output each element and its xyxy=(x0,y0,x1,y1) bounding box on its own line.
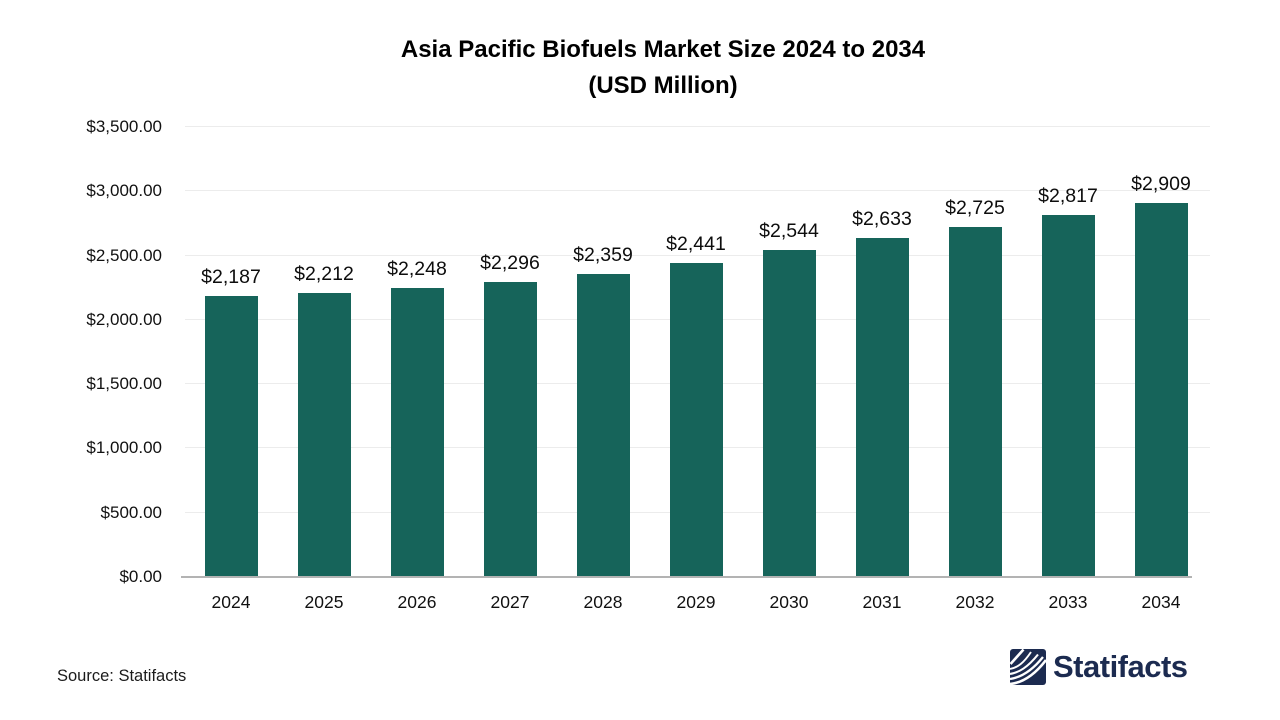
y-tick-label: $0.00 xyxy=(119,567,162,586)
bar-2029 xyxy=(669,263,723,577)
x-tick-label-2024: 2024 xyxy=(211,592,251,612)
bar-value-label-2025: $2,212 xyxy=(294,262,354,285)
x-tick-label-2028: 2028 xyxy=(583,592,623,612)
x-tick-label-2025: 2025 xyxy=(304,592,344,612)
bar-2033 xyxy=(1041,214,1095,577)
y-axis: $0.00 $500.00 $1,000.00 $1,500.00 $2,000.00 $… xyxy=(0,0,162,720)
chart-title-line2: (USD Million) xyxy=(588,72,738,99)
bar-2031 xyxy=(855,238,909,577)
source-text: Source: Statifacts xyxy=(57,667,187,685)
statifacts-logo-text: Statifacts xyxy=(1053,649,1188,684)
x-tick-label-2029: 2029 xyxy=(676,592,716,612)
y-tick-label: $3,500.00 xyxy=(86,117,162,136)
bar-value-label-2034: $2,909 xyxy=(1131,173,1191,195)
bar-2028 xyxy=(576,273,630,577)
bar-2034 xyxy=(1134,203,1188,577)
y-gridline xyxy=(185,254,1210,256)
bar-2032 xyxy=(948,226,1002,577)
bar-2030 xyxy=(762,249,816,577)
bar-value-label-2026: $2,248 xyxy=(387,257,447,280)
y-gridline xyxy=(185,190,1210,192)
x-axis: 2024 2025 2026 2027 2028 2029 2030 2031 2032 2033… xyxy=(185,592,1210,622)
bar-2025 xyxy=(297,292,351,577)
chart-title-line1: Asia Pacific Biofuels Market Size 2024 t… xyxy=(400,36,926,63)
bar-value-label-2024: $2,187 xyxy=(201,265,261,288)
bar-value-label-2030: $2,544 xyxy=(759,219,819,242)
bar-2027 xyxy=(483,281,537,577)
y-tick-label: $1,000.00 xyxy=(86,438,162,458)
bar-value-label-2029: $2,441 xyxy=(666,233,726,256)
statifacts-logo: Statifacts xyxy=(1010,647,1188,687)
x-axis-line xyxy=(181,576,1192,578)
statifacts-logo-icon xyxy=(1010,649,1046,685)
bar-value-label-2033: $2,817 xyxy=(1038,184,1098,207)
bar-2024 xyxy=(204,295,258,577)
chart-title: Asia Pacific Biofuels Market Size 2024 t… xyxy=(46,32,1280,104)
x-tick-label-2030: 2030 xyxy=(769,592,809,612)
x-tick-label-2026: 2026 xyxy=(397,592,437,612)
bar-value-label-2032: $2,725 xyxy=(945,196,1005,219)
x-tick-label-2034: 2034 xyxy=(1141,592,1181,612)
y-gridline xyxy=(185,126,1210,127)
y-tick-label: $2,000.00 xyxy=(86,309,162,329)
plot-area: $2,187 $2,212 $2,248 $2,296 $2,359 $2,441 $2,5… xyxy=(181,126,1210,578)
bar-value-label-2028: $2,359 xyxy=(573,243,633,266)
y-tick-label: $500.00 xyxy=(100,502,162,522)
bar-value-label-2027: $2,296 xyxy=(480,251,540,274)
x-tick-label-2027: 2027 xyxy=(490,592,530,612)
bar-value-label-2031: $2,633 xyxy=(852,208,912,231)
y-tick-label: $1,500.00 xyxy=(86,374,162,394)
x-tick-label-2032: 2032 xyxy=(955,592,995,612)
x-tick-label-2033: 2033 xyxy=(1048,592,1088,612)
bar-2026 xyxy=(390,287,444,577)
y-tick-label: $3,000.00 xyxy=(86,181,162,201)
x-tick-label-2031: 2031 xyxy=(862,592,902,612)
y-tick-label: $2,500.00 xyxy=(86,245,162,265)
